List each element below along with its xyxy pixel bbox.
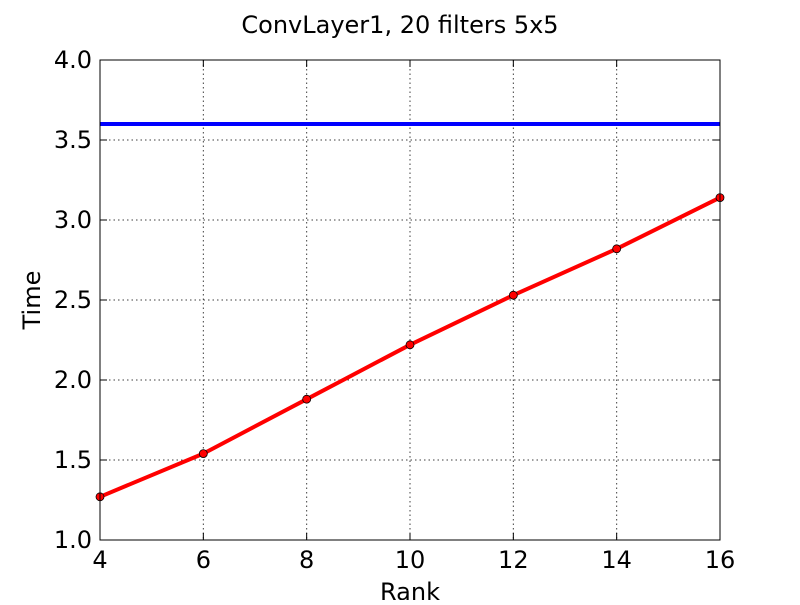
data-series — [95, 122, 725, 502]
data-point-marker — [612, 244, 622, 254]
y-tick-label: 1.0 — [54, 526, 92, 554]
y-tick-label: 3.0 — [54, 206, 92, 234]
data-point-marker — [508, 290, 518, 300]
y-tick-label: 1.5 — [54, 446, 92, 474]
x-tick-label: 8 — [299, 546, 314, 574]
x-tick-label: 16 — [705, 546, 736, 574]
x-axis-label: Rank — [380, 578, 440, 600]
data-point-marker — [405, 340, 415, 350]
x-tick-label: 14 — [601, 546, 632, 574]
y-tick-label: 2.0 — [54, 366, 92, 394]
y-tick-label: 4.0 — [54, 46, 92, 74]
x-tick-label: 6 — [196, 546, 211, 574]
data-point-marker — [198, 449, 208, 459]
y-tick-label: 3.5 — [54, 126, 92, 154]
y-tick-label: 2.5 — [54, 286, 92, 314]
x-tick-label: 4 — [92, 546, 107, 574]
x-tick-label: 12 — [498, 546, 529, 574]
x-tick-label: 10 — [395, 546, 426, 574]
axis-ticks: 4 6 8 10 12 14 16 1.0 1.5 2.0 2.5 3.0 3.5 4.0 — [54, 46, 735, 574]
y-axis-label: Time — [18, 271, 46, 331]
grid-lines — [100, 60, 720, 540]
chart-title: ConvLayer1, 20 filters 5x5 — [241, 11, 558, 39]
data-point-marker — [302, 394, 312, 404]
